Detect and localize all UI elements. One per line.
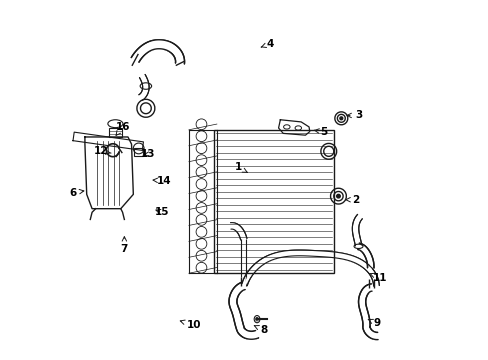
Circle shape [339,117,342,120]
Bar [134,148,142,156]
Circle shape [336,194,340,198]
Text: 9: 9 [367,319,380,328]
Text: 7: 7 [121,237,128,254]
Text: 10: 10 [180,320,201,330]
Text: 5: 5 [313,127,326,136]
Text: 2: 2 [345,195,359,205]
Text: 12: 12 [94,146,111,156]
Text: 6: 6 [69,188,83,198]
Text: 13: 13 [141,149,155,159]
Text: 1: 1 [234,162,247,172]
Text: 8: 8 [254,325,266,335]
Text: 11: 11 [369,273,386,283]
Text: 3: 3 [346,111,362,121]
Text: 4: 4 [261,39,273,49]
Bar [214,130,333,273]
Text: 15: 15 [155,207,169,217]
Bar [109,128,122,137]
Text: 16: 16 [115,122,129,135]
Text: 14: 14 [153,176,171,186]
